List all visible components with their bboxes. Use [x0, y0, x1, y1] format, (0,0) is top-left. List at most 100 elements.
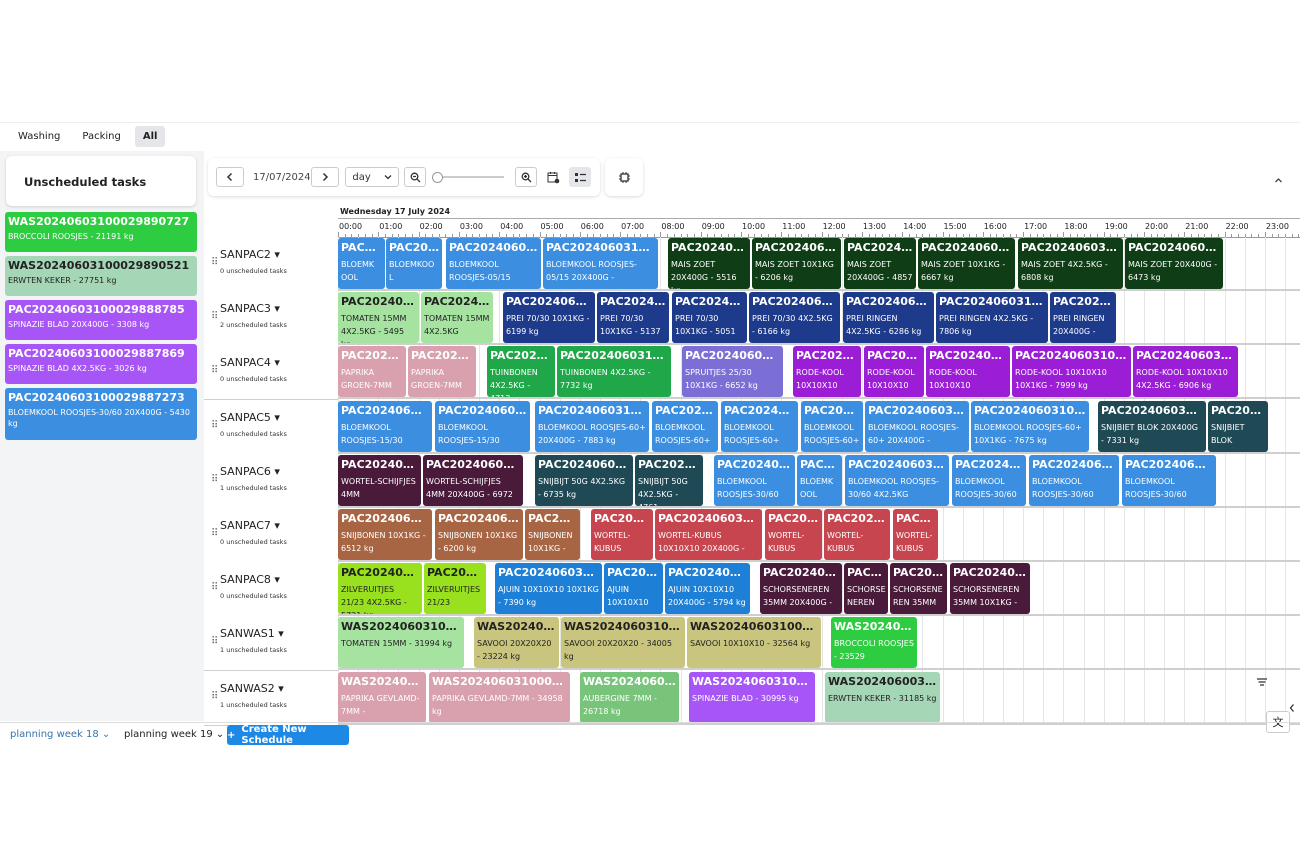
scheduled-task[interactable]: PAC202... SNIJBIET BLOK [1208, 400, 1268, 452]
drag-handle-icon[interactable]: ⠿ [211, 257, 219, 268]
scheduled-task[interactable]: PAC2024060... TOMATEN 15MM 4X2.5KG [421, 292, 493, 344]
resource-name[interactable]: SANPAC6 ▾ [220, 464, 280, 478]
scheduled-task[interactable]: WAS20240603100029800... SAVOOI 10X10X10 -… [687, 617, 821, 669]
scheduled-task[interactable]: PAC2024060... TOMATEN 15MM 4X2.5KG - 5495… [338, 292, 419, 344]
scheduled-task[interactable]: PAC2024060310... SPRUITJES 25/30 10X1KG -… [682, 346, 783, 398]
date-display[interactable]: 17/07/2024 [253, 171, 311, 183]
scheduled-task[interactable]: PAC2024060... AJUIN 10X10X10 20X400G - 57… [665, 563, 750, 615]
scheduled-task[interactable]: PAC2024060... ZILVERUITJES 21/23 4X2.5KG … [338, 563, 422, 615]
view-select[interactable]: day [345, 167, 399, 187]
resource-name[interactable]: SANPAC7 ▾ [220, 519, 280, 532]
scheduled-task[interactable]: PAC2024... PREI RINGEN 20X400G - [1050, 292, 1116, 344]
zoom-in-button[interactable] [515, 167, 537, 187]
scheduled-task[interactable]: PAC202406031... SNIJBIJT 50G 4X2.5KG - 67… [535, 454, 633, 506]
scheduled-task[interactable]: PAC20240603... BLOEMKOOL ROOSJES-30/60 [1029, 454, 1119, 506]
filter-icon[interactable] [1256, 676, 1268, 691]
drag-handle-icon[interactable]: ⠿ [211, 419, 219, 431]
scheduled-task[interactable]: PAC202... RODE-KOOL 10X10X10 [864, 346, 924, 398]
scheduled-task[interactable]: PAC2024060... SCHORSENEREN 35MM 20X400G - [760, 563, 842, 615]
create-schedule-button[interactable]: + Create New Schedule [227, 724, 349, 746]
scheduled-task[interactable]: PAC2024060... BLOEMKOOL ROOSJES-30/60 [952, 454, 1026, 506]
unscheduled-task-card[interactable]: PAC20240603100029887273 BLOEMKOOL ROOSJES… [5, 388, 197, 440]
next-day-button[interactable] [311, 167, 339, 187]
scheduled-task[interactable]: PAC202406... PREI 70/30 10X1KG - 5137 [597, 292, 669, 344]
scheduled-task[interactable]: PAC20240... MAIS ZOET 20X400G - 4857 [844, 238, 916, 289]
resource-name[interactable]: SANWAS2 ▾ [220, 681, 284, 695]
scheduled-task[interactable]: PAC2024... BLOEMKOOL ROOSJES-60+ [801, 400, 863, 452]
auto-schedule-button[interactable] [613, 167, 635, 187]
scheduled-task[interactable]: PAC202406031000... TUINBONEN 4X2.5KG - 77… [557, 346, 671, 398]
scheduled-task[interactable]: PAC20240603... PREI RINGEN 4X2.5KG - 6286… [843, 292, 934, 344]
scheduled-task[interactable]: PAC2024060310... MAIS ZOET 4X2.5KG - 6808… [1018, 238, 1123, 289]
scheduled-task[interactable]: PAC202406031... SNIJBONEN 10X1KG - 6512 k… [338, 509, 432, 560]
zoom-slider-handle[interactable] [432, 172, 443, 183]
scheduled-task[interactable]: PAC202406031... BLOEMKOOL ROOSJES-15/30 [435, 400, 530, 452]
unscheduled-task-card[interactable]: PAC20240603100029887869 SPINAZIE BLAD 4X2… [5, 344, 197, 384]
scheduled-task[interactable]: WAS2024060310002... SPINAZIE BLAD - 30995… [689, 671, 815, 723]
scheduled-task[interactable]: PAC202406031000... RODE-KOOL 10X10X10 4X2… [1133, 346, 1238, 398]
resource-name[interactable]: SANWAS1 ▾ [220, 627, 284, 641]
drag-handle-icon[interactable]: ⠿ [211, 528, 219, 539]
scheduled-task[interactable]: PAC202... BLOEMKOO L [386, 238, 442, 289]
scheduled-task[interactable]: PAC202406031000... WORTEL-KUBUS 10X10X10 … [655, 509, 762, 560]
scheduled-task[interactable]: PAC2... BLOEMK OOL [797, 454, 842, 506]
unscheduled-task-card[interactable]: PAC20240603100029888785 SPINAZIE BLAD 20X… [5, 300, 197, 340]
zoom-out-button[interactable] [404, 167, 426, 187]
scheduled-task[interactable]: PAC20240603... SNIJBONEN 10X1KG - 6200 kg [435, 509, 523, 560]
scheduled-task[interactable]: PAC20240603... MAIS ZOET 10X1KG - 6206 kg [752, 238, 841, 289]
scheduled-task[interactable]: PAC20240603100000... BLOEMKOOL ROOSJES-05… [543, 238, 658, 289]
scheduled-task[interactable]: PAC2... WORTEL-KUBUS [893, 509, 938, 560]
scheduled-task[interactable]: PAC2024... BLOEMKOOL ROOSJES-60+ [652, 400, 718, 452]
scheduled-task[interactable]: PAC2024... PAPRIKA GROEN-7MM [338, 346, 406, 398]
scheduled-task[interactable]: WAS2024060310002... TOMATEN 15MM - 31994 … [338, 617, 464, 669]
drag-handle-icon[interactable]: ⠿ [211, 473, 219, 485]
scheduled-task[interactable]: PAC20240603100000... SNIJBIET BLOK 20X400… [1098, 400, 1206, 452]
drag-handle-icon[interactable]: ⠿ [211, 311, 219, 323]
collapse-up-icon[interactable] [1274, 176, 1283, 188]
scheduled-task[interactable]: PAC202406031... BLOEMKOOL ROOSJES-15/30 [338, 400, 432, 452]
scheduled-task[interactable]: PAC2024060... MAIS ZOET 20X400G - 5516 kg [668, 238, 750, 289]
scheduled-task[interactable]: WAS2024060031... AUBERGINE 7MM - 26718 kg [580, 671, 679, 723]
scheduled-task[interactable]: PAC202... WORTEL-KUBUS [765, 509, 822, 560]
scheduled-task[interactable]: WAS20240603100029890... PAPRIKA GEVLAMD-7… [429, 671, 570, 723]
scheduled-task[interactable]: PAC202406031... BLOEMKOOL ROOSJES-05/15 [446, 238, 541, 289]
scheduled-task[interactable]: PAC2024060... SCHORSENEREN 35MM 10X1KG - [950, 563, 1030, 615]
scheduled-task[interactable]: PAC202406031000... BLOEMKOOL ROOSJES-60+ … [535, 400, 649, 452]
scheduled-task[interactable]: PAC20240603... PREI 70/30 4X2.5KG - 6166 … [749, 292, 840, 344]
scheduled-task[interactable]: WAS2024060... SAVOOI 20X20X20 - 23224 kg [474, 617, 559, 669]
list-view-button[interactable] [569, 167, 591, 187]
scheduled-task[interactable]: PAC20240... TUINBONEN 4X2.5KG - 4713 [487, 346, 555, 398]
scheduled-task[interactable]: PAC2... BLOEMK OOL [338, 238, 385, 289]
tab-washing[interactable]: Washing [18, 131, 61, 142]
drag-handle-icon[interactable]: ⠿ [211, 365, 219, 377]
scheduled-task[interactable]: PAC202... SCHORSENE REN 35MM [890, 563, 947, 615]
scheduled-task[interactable]: PAC2024060310... WORTEL-SCHIJFJES 4MM 20X… [423, 454, 523, 506]
scheduled-task[interactable]: PAC202406031... BLOEMKOOL ROOSJES-30/60 [1122, 454, 1216, 506]
drag-handle-icon[interactable]: ⠿ [211, 582, 219, 594]
resource-name[interactable]: SANPAC4 ▾ [220, 356, 280, 370]
scheduled-task[interactable]: PAC202406031000... PREI RINGEN 4X2.5KG - … [936, 292, 1048, 344]
scheduled-task[interactable]: PAC2024060031... MAIS ZOET 10X1KG - 6667 … [918, 238, 1015, 289]
scheduled-task[interactable]: PAC20240603... PREI 70/30 10X1KG - 6199 k… [503, 292, 595, 344]
drag-handle-icon[interactable]: ⠿ [211, 690, 219, 702]
scheduled-task[interactable]: PAC202406... BLOEMKOOL ROOSJES-60+ [721, 400, 798, 452]
scheduled-task[interactable]: PAC20240... SNIJBIJT 50G 4X2.5KG - 4761 [635, 454, 703, 506]
scheduled-task[interactable]: PAC2... SCHORSE NEREN [844, 563, 888, 615]
chevron-left-icon[interactable] [1288, 702, 1296, 716]
scheduled-task[interactable]: WAS2024060310002... SAVOOI 20X20X20 - 340… [561, 617, 685, 669]
scheduled-task[interactable]: PAC202406031000... AJUIN 10X10X10 10X1KG … [495, 563, 602, 615]
scheduled-task[interactable]: PAC2024060... WORTEL-SCHIJFJES 4MM [338, 454, 421, 506]
scheduled-task[interactable]: PAC2024... WORTEL-KUBUS [591, 509, 653, 560]
week-19-select[interactable]: planning week 19 ⌄ [124, 729, 225, 740]
scheduled-task[interactable]: PAC202406... BLOEMKOOL ROOSJES-30/60 [714, 454, 795, 506]
scheduled-task[interactable]: PAC202... AJUIN 10X10X10 [604, 563, 663, 615]
prev-day-button[interactable] [216, 167, 244, 187]
scheduled-task[interactable]: PAC20240... PAPRIKA GROEN-7MM [408, 346, 476, 398]
unscheduled-task-card[interactable]: WAS20240603100029890727 BROCCOLI ROOSJES … [5, 212, 197, 252]
resource-name[interactable]: SANPAC8 ▾ [220, 573, 280, 587]
zoom-slider-track[interactable] [434, 176, 504, 178]
scheduled-task[interactable]: PAC20240603l... MAIS ZOET 20X400G - 6473 … [1125, 238, 1223, 289]
resource-name[interactable]: SANPAC5 ▾ [220, 410, 280, 424]
tab-all[interactable]: All [134, 126, 166, 147]
scheduled-task[interactable]: PAC202406031000... BLOEMKOOL ROOSJES-60+ … [865, 400, 969, 452]
